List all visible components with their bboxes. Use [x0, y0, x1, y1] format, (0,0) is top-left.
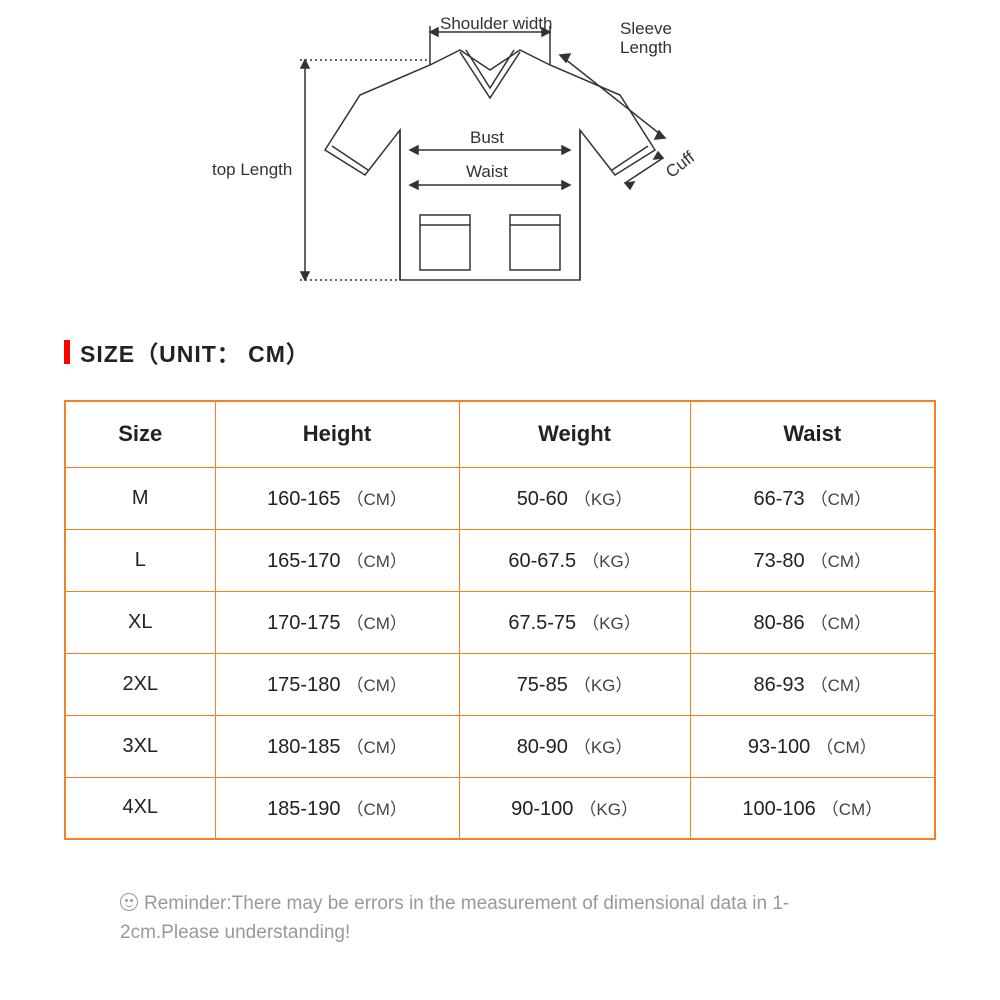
cell-waist: 93-100（CM） [690, 715, 935, 777]
cell-size: 4XL [65, 777, 215, 839]
shirt-svg [260, 20, 740, 300]
reminder-text: Reminder:There may be errors in the meas… [120, 890, 880, 947]
label-bust: Bust [470, 128, 504, 148]
label-shoulder-width: Shoulder width [440, 14, 552, 34]
cell-waist: 66-73（CM） [690, 467, 935, 529]
cell-size: XL [65, 591, 215, 653]
title-accent-bar [64, 340, 70, 364]
cell-size: L [65, 529, 215, 591]
cell-waist: 80-86（CM） [690, 591, 935, 653]
cell-weight: 67.5-75（KG） [459, 591, 690, 653]
cell-height: 160-165（CM） [215, 467, 459, 529]
table-row: XL170-175（CM）67.5-75（KG）80-86（CM） [65, 591, 935, 653]
cell-size: 3XL [65, 715, 215, 777]
col-size: Size [65, 401, 215, 467]
col-waist: Waist [690, 401, 935, 467]
cell-height: 180-185（CM） [215, 715, 459, 777]
cell-height: 175-180（CM） [215, 653, 459, 715]
cell-height: 185-190（CM） [215, 777, 459, 839]
reminder-content: Reminder:There may be errors in the meas… [120, 893, 789, 943]
cell-weight: 50-60（KG） [459, 467, 690, 529]
cell-height: 165-170（CM） [215, 529, 459, 591]
table-row: 4XL185-190（CM）90-100（KG）100-106（CM） [65, 777, 935, 839]
label-top-length: top Length [212, 160, 292, 180]
cell-waist: 73-80（CM） [690, 529, 935, 591]
title-text: SIZE（UNIT： CM） [80, 335, 310, 369]
cell-size: 2XL [65, 653, 215, 715]
cell-waist: 100-106（CM） [690, 777, 935, 839]
label-waist: Waist [466, 162, 508, 182]
section-title: SIZE（UNIT： CM） [64, 335, 310, 369]
size-table: Size Height Weight Waist M160-165（CM）50-… [64, 400, 936, 840]
cell-size: M [65, 467, 215, 529]
cell-weight: 75-85（KG） [459, 653, 690, 715]
table-header-row: Size Height Weight Waist [65, 401, 935, 467]
col-height: Height [215, 401, 459, 467]
label-sleeve-length: SleeveLength [620, 20, 672, 57]
smiley-icon [120, 893, 138, 911]
cell-weight: 90-100（KG） [459, 777, 690, 839]
table-row: 3XL180-185（CM）80-90（KG）93-100（CM） [65, 715, 935, 777]
cell-weight: 60-67.5（KG） [459, 529, 690, 591]
table-row: L165-170（CM）60-67.5（KG）73-80（CM） [65, 529, 935, 591]
col-weight: Weight [459, 401, 690, 467]
cell-waist: 86-93（CM） [690, 653, 935, 715]
garment-diagram: Shoulder width SleeveLength Cuff Bust Wa… [260, 20, 740, 300]
cell-height: 170-175（CM） [215, 591, 459, 653]
table-row: M160-165（CM）50-60（KG）66-73（CM） [65, 467, 935, 529]
cell-weight: 80-90（KG） [459, 715, 690, 777]
table-row: 2XL175-180（CM）75-85（KG）86-93（CM） [65, 653, 935, 715]
